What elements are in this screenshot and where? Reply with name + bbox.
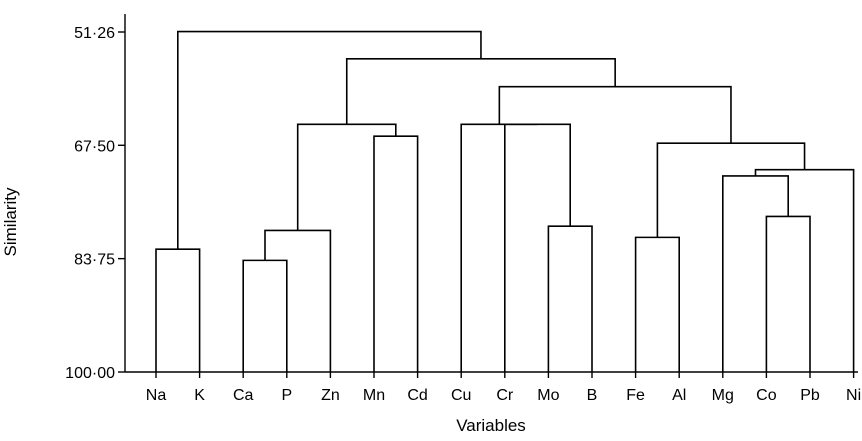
dendrogram-link [296, 123, 397, 231]
x-tick-label: Mo [537, 387, 559, 404]
x-tick-label: Mn [363, 387, 385, 404]
dendrogram-links [155, 30, 855, 372]
y-tick-label: 100·00 [65, 365, 115, 382]
x-tick-label: Cr [496, 387, 514, 404]
x-tick-label: Ni [846, 387, 861, 404]
dendrogram-link [498, 85, 732, 144]
x-tick-label: Al [672, 387, 686, 404]
y-tick-label: 83·75 [74, 252, 115, 269]
dendrogram-link [504, 123, 571, 372]
x-tick-labels: Na K Ca P Zn Mn Cd Cu Cr Mo B Fe Al Mg Co Pb Ni [146, 372, 861, 404]
dendrogram-link [754, 168, 855, 372]
axes [124, 14, 858, 373]
dendrogram-link [656, 142, 806, 238]
dendrogram-link [373, 135, 419, 372]
x-tick-label: Na [146, 387, 167, 404]
x-tick-label: Cu [451, 387, 471, 404]
x-tick-label: Mg [712, 387, 734, 404]
x-axis-title: Variables [456, 416, 526, 435]
x-tick-label: Zn [321, 387, 340, 404]
dendrogram-link [634, 236, 680, 372]
dendrogram-link [177, 30, 482, 250]
x-tick-label: P [281, 387, 292, 404]
x-tick-label: Co [756, 387, 777, 404]
x-tick-label: K [194, 387, 205, 404]
dendrogram-link [460, 123, 538, 372]
y-axis-title: Similarity [1, 187, 20, 256]
y-tick-label: 51·26 [74, 25, 115, 42]
x-tick-label: Cd [407, 387, 427, 404]
dendrogram-link [765, 215, 811, 372]
dendrogram-link [155, 248, 201, 372]
x-tick-label: Ca [233, 387, 254, 404]
x-tick-label: B [587, 387, 598, 404]
dendrogram-link [242, 259, 288, 372]
dendrogram-link [547, 225, 593, 372]
x-tick-label: Fe [626, 387, 645, 404]
dendrogram-link [264, 229, 332, 372]
dendrogram-link [345, 57, 616, 125]
dendrogram-link [722, 175, 789, 372]
y-ticks: 51·26 67·50 83·75 100·00 [65, 25, 125, 382]
x-tick-label: Pb [800, 387, 820, 404]
y-tick-label: 67·50 [74, 138, 115, 155]
